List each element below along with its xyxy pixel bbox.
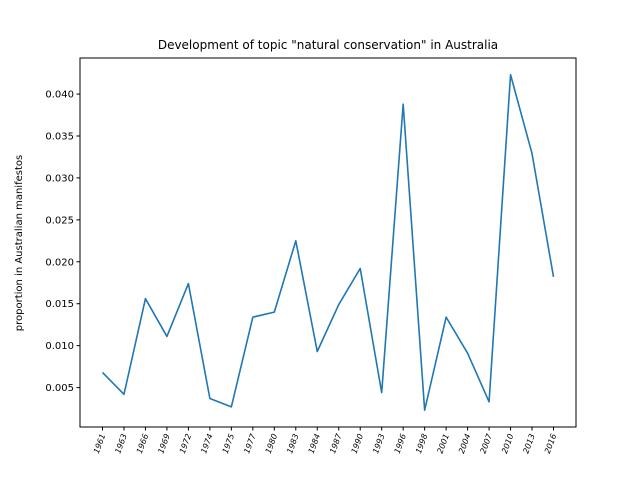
series-layer bbox=[101, 73, 555, 412]
y-tick-label: 0.025 bbox=[45, 215, 74, 226]
y-tick-label: 0.030 bbox=[45, 173, 74, 184]
y-tick-label: 0.005 bbox=[45, 383, 74, 394]
y-tick-label: 0.010 bbox=[45, 341, 74, 352]
chart-title: Development of topic "natural conservati… bbox=[158, 38, 498, 52]
y-tick-label: 0.035 bbox=[45, 131, 74, 142]
y-tick-label: 0.040 bbox=[45, 90, 74, 101]
y-axis-label: proportion in Australian manifestos bbox=[14, 155, 25, 331]
y-axis-ticks: 0.005 0.010 0.015 0.020 0.025 0.030 0.035 0.040 bbox=[45, 90, 80, 394]
y-tick-label: 0.015 bbox=[45, 299, 74, 310]
y-tick-label: 0.020 bbox=[45, 257, 74, 268]
plot-frame bbox=[79, 57, 577, 428]
series-line bbox=[101, 73, 555, 412]
